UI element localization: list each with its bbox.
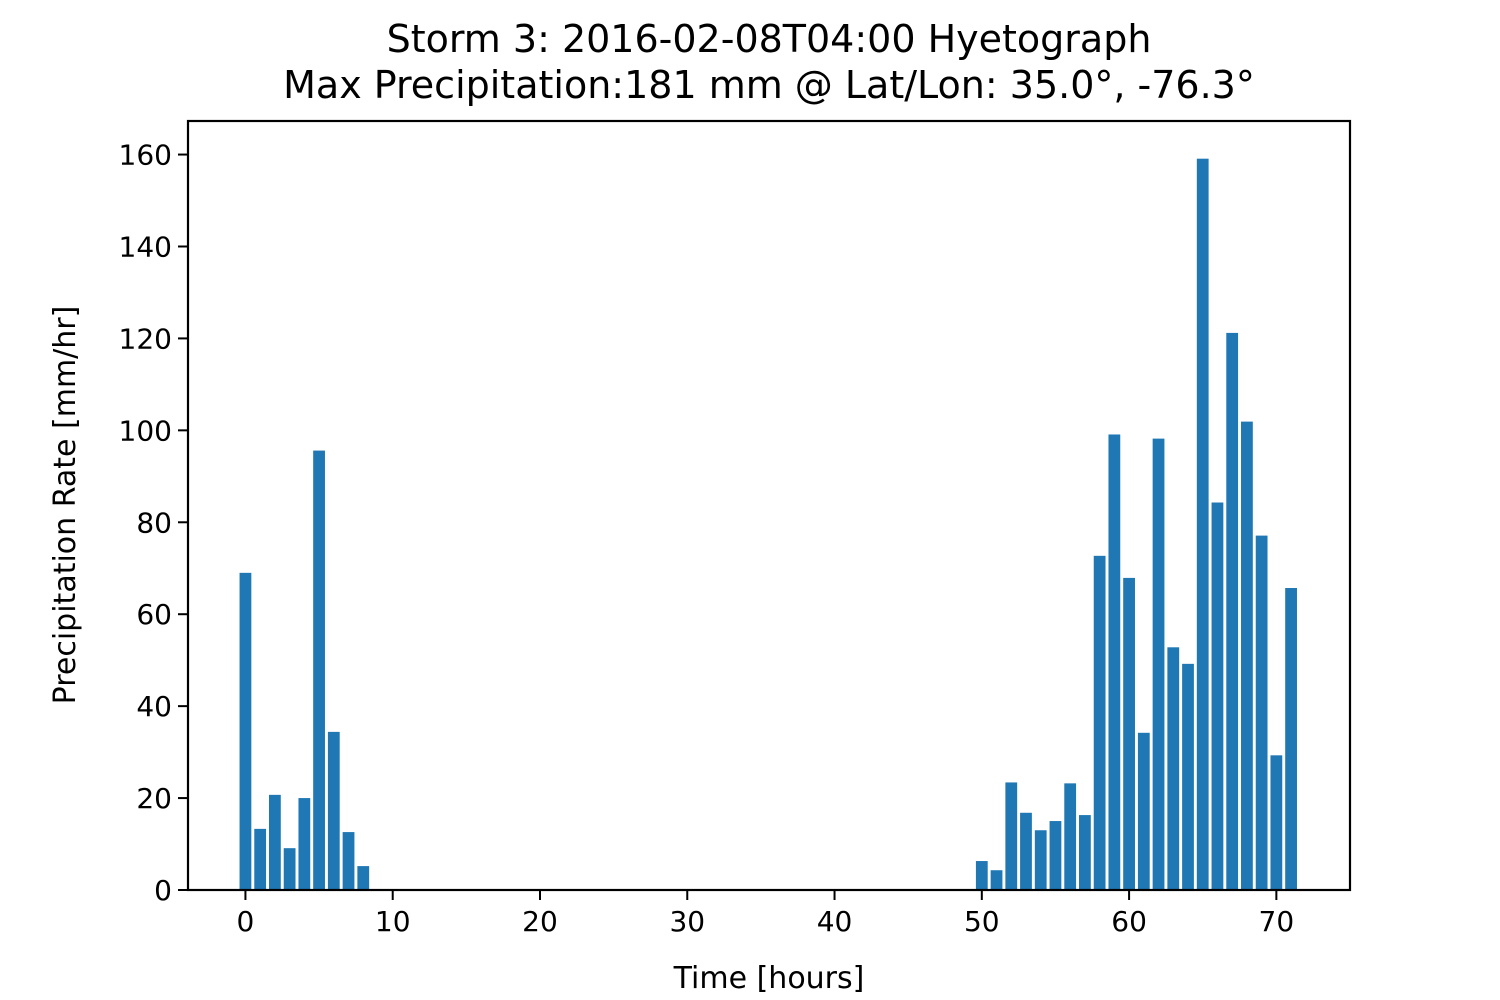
bar-hour-2 [269, 794, 281, 890]
y-tick-label: 160 [119, 139, 172, 172]
bar-hour-51 [990, 870, 1003, 890]
y-tick-label: 60 [136, 598, 172, 631]
x-tick-label: 10 [375, 905, 411, 938]
bar-hour-61 [1137, 732, 1150, 890]
bar-series [239, 158, 1297, 890]
bar-hour-71 [1285, 588, 1297, 890]
bar-hour-65 [1196, 158, 1209, 890]
chart-title: Storm 3: 2016-02-08T04:00 Hyetograph [387, 17, 1152, 61]
y-tick-label: 20 [136, 782, 172, 815]
x-tick-label: 40 [817, 905, 853, 938]
x-tick-label: 30 [669, 905, 705, 938]
bar-hour-69 [1255, 535, 1268, 890]
bar-hour-1 [254, 828, 267, 890]
y-tick-label: 140 [119, 230, 172, 263]
y-tick-label: 40 [136, 690, 172, 723]
bar-hour-56 [1064, 783, 1077, 890]
x-axis-ticks: 0 10 20 30 40 50 60 70 [237, 890, 1295, 938]
bar-hour-0 [239, 572, 252, 890]
bar-hour-6 [327, 731, 340, 890]
y-tick-label: 100 [119, 414, 172, 447]
y-axis-ticks: 0 20 40 60 80 100 120 140 160 [119, 139, 188, 907]
bar-hour-50 [975, 861, 988, 890]
bar-hour-59 [1108, 434, 1121, 890]
x-tick-label: 20 [522, 905, 558, 938]
bar-hour-58 [1093, 555, 1106, 890]
x-tick-label: 0 [237, 905, 255, 938]
x-axis-label: Time [hours] [673, 961, 865, 996]
bar-hour-67 [1226, 332, 1239, 890]
x-tick-label: 70 [1259, 905, 1295, 938]
bar-hour-70 [1270, 755, 1283, 890]
bar-hour-8 [357, 866, 370, 890]
x-tick-label: 60 [1111, 905, 1147, 938]
y-tick-label: 0 [154, 874, 172, 907]
y-tick-label: 80 [136, 506, 172, 539]
bar-hour-68 [1241, 421, 1253, 890]
bar-hour-54 [1034, 830, 1047, 890]
plot-frame [186, 119, 1352, 892]
bar-hour-64 [1182, 663, 1194, 890]
y-axis-label: Precipitation Rate [mm/hr] [48, 306, 83, 705]
bar-hour-5 [313, 450, 325, 890]
bar-hour-57 [1079, 815, 1091, 890]
bar-hour-7 [342, 832, 355, 890]
bar-hour-62 [1152, 438, 1165, 890]
x-tick-label: 50 [964, 905, 1000, 938]
y-tick-label: 120 [119, 322, 172, 355]
bar-hour-60 [1123, 577, 1135, 890]
bar-hour-3 [283, 848, 296, 890]
bar-hour-52 [1005, 782, 1018, 890]
bar-hour-53 [1020, 812, 1032, 890]
bar-hour-66 [1211, 502, 1224, 890]
bar-hour-63 [1167, 647, 1180, 890]
bar-hour-55 [1049, 821, 1062, 890]
bar-hour-4 [298, 798, 311, 890]
chart-subtitle: Max Precipitation:181 mm @ Lat/Lon: 35.0… [283, 63, 1255, 107]
